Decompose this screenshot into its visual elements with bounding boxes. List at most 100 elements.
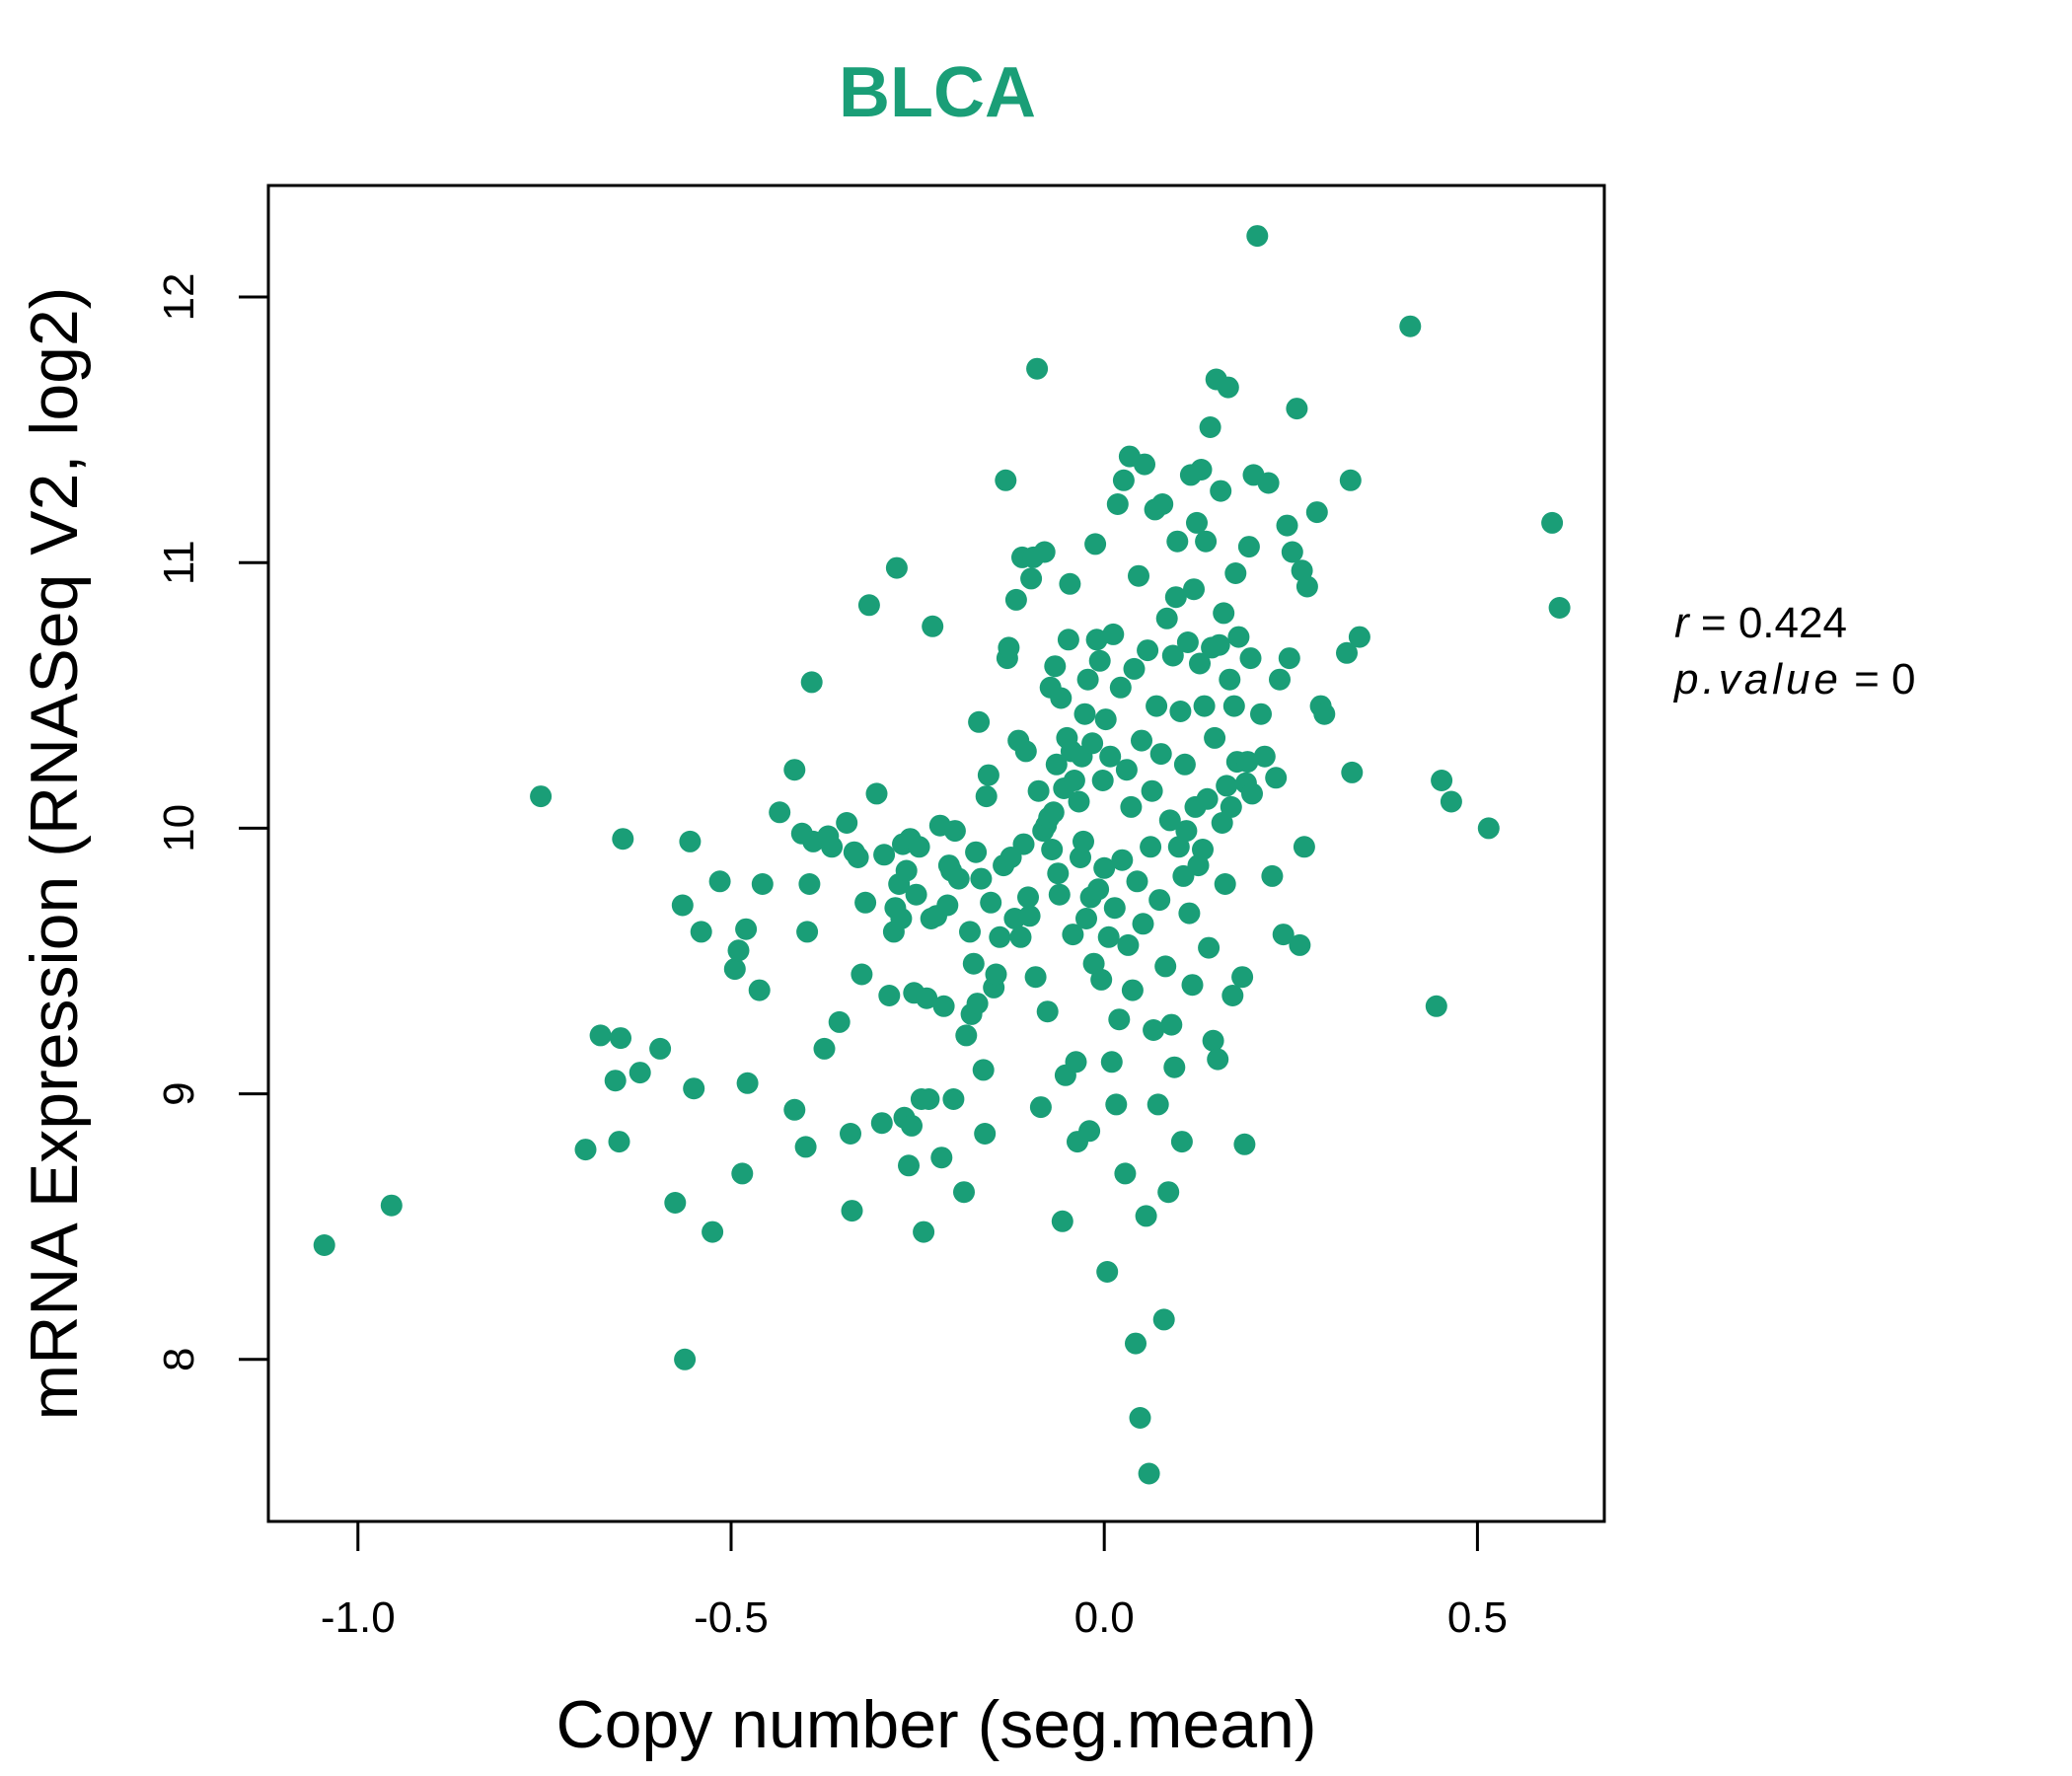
data-point [1161, 644, 1184, 667]
data-point [916, 987, 938, 1009]
r-stat-line: r = 0.424 [1674, 599, 1847, 647]
data-point [1148, 889, 1171, 912]
data-point [1024, 966, 1047, 989]
data-point [1269, 668, 1291, 691]
data-point [908, 836, 930, 858]
data-point [1211, 812, 1233, 834]
data-point [1293, 836, 1315, 858]
data-point [1065, 1051, 1087, 1073]
data-point [1241, 782, 1263, 805]
data-point [995, 469, 1017, 491]
data-point [1045, 753, 1068, 776]
data-point [1166, 530, 1189, 553]
data-point [1057, 629, 1079, 651]
data-point [1047, 862, 1070, 885]
data-point [878, 985, 901, 1006]
data-point [1115, 759, 1138, 781]
r-stat-equals: = [1689, 599, 1739, 647]
data-point [1164, 586, 1187, 609]
x-tick-label: 0.0 [1074, 1593, 1135, 1642]
data-point [1227, 626, 1250, 648]
x-axis-label: Copy number (seg.mean) [555, 1687, 1316, 1762]
y-tick-label: 11 [155, 540, 203, 585]
data-point [1219, 668, 1241, 691]
data-point [1051, 1210, 1073, 1232]
data-point [1276, 514, 1298, 537]
data-point [798, 873, 821, 895]
data-point [1236, 751, 1259, 774]
data-point [1208, 633, 1230, 656]
data-point [1105, 1093, 1128, 1116]
data-point [1078, 1120, 1101, 1143]
y-tick-label: 10 [155, 804, 203, 852]
data-point [783, 1098, 806, 1121]
p-stat-value: 0 [1891, 655, 1915, 703]
data-point [885, 556, 908, 579]
data-point [1286, 398, 1308, 420]
data-point [1198, 936, 1221, 959]
data-point [1048, 883, 1071, 906]
data-point [873, 844, 896, 866]
data-point [998, 636, 1020, 659]
data-point [1138, 1462, 1160, 1485]
data-point [1103, 897, 1126, 920]
data-point [589, 1024, 612, 1047]
data-point [1192, 839, 1214, 860]
data-point [1087, 878, 1110, 901]
data-point [1081, 732, 1104, 755]
data-point [751, 873, 774, 895]
data-point [836, 812, 858, 834]
data-point [1216, 775, 1238, 797]
data-point [1221, 985, 1244, 1006]
data-point [1214, 873, 1236, 895]
data-point [1147, 1093, 1169, 1116]
data-point [1109, 676, 1132, 699]
y-tick-label: 8 [155, 1348, 203, 1371]
data-point [1123, 657, 1146, 680]
data-point [1341, 761, 1364, 783]
r-stat-label: r [1674, 599, 1691, 647]
data-point [1018, 905, 1041, 927]
data-point [821, 836, 844, 858]
p-stat-line: p.value = 0 [1672, 655, 1916, 703]
data-point [794, 1136, 817, 1158]
data-point [913, 1221, 935, 1243]
data-point [783, 759, 806, 781]
data-point [1125, 1332, 1147, 1355]
data-point [1336, 641, 1358, 664]
data-point [1106, 493, 1129, 515]
data-point [1224, 562, 1247, 584]
data-point [1233, 1133, 1256, 1155]
data-point [1029, 1096, 1052, 1119]
data-point [1175, 820, 1198, 843]
data-point [679, 830, 702, 852]
data-point [841, 1200, 863, 1222]
data-point [890, 908, 913, 929]
data-point [674, 1348, 697, 1370]
data-point [1050, 687, 1073, 709]
data-point [1014, 740, 1037, 763]
data-point [1246, 225, 1269, 248]
data-point [936, 894, 959, 917]
data-point [1146, 695, 1168, 717]
data-point [1143, 1019, 1165, 1041]
data-point [748, 979, 771, 1001]
data-point [1173, 753, 1196, 776]
data-point [683, 1077, 705, 1100]
data-point [870, 1112, 893, 1135]
data-point [1157, 1181, 1180, 1204]
data-point [1253, 745, 1276, 768]
data-point [975, 785, 998, 808]
data-point [1140, 836, 1162, 858]
data-point [953, 1181, 975, 1204]
data-point [1257, 472, 1280, 494]
data-point [608, 1131, 630, 1153]
data-point [1073, 830, 1094, 852]
data-point [1004, 588, 1027, 611]
data-point [905, 883, 927, 906]
data-point [1154, 955, 1177, 978]
data-point [1062, 924, 1084, 946]
data-point [1160, 1013, 1183, 1036]
data-point [1278, 647, 1300, 670]
